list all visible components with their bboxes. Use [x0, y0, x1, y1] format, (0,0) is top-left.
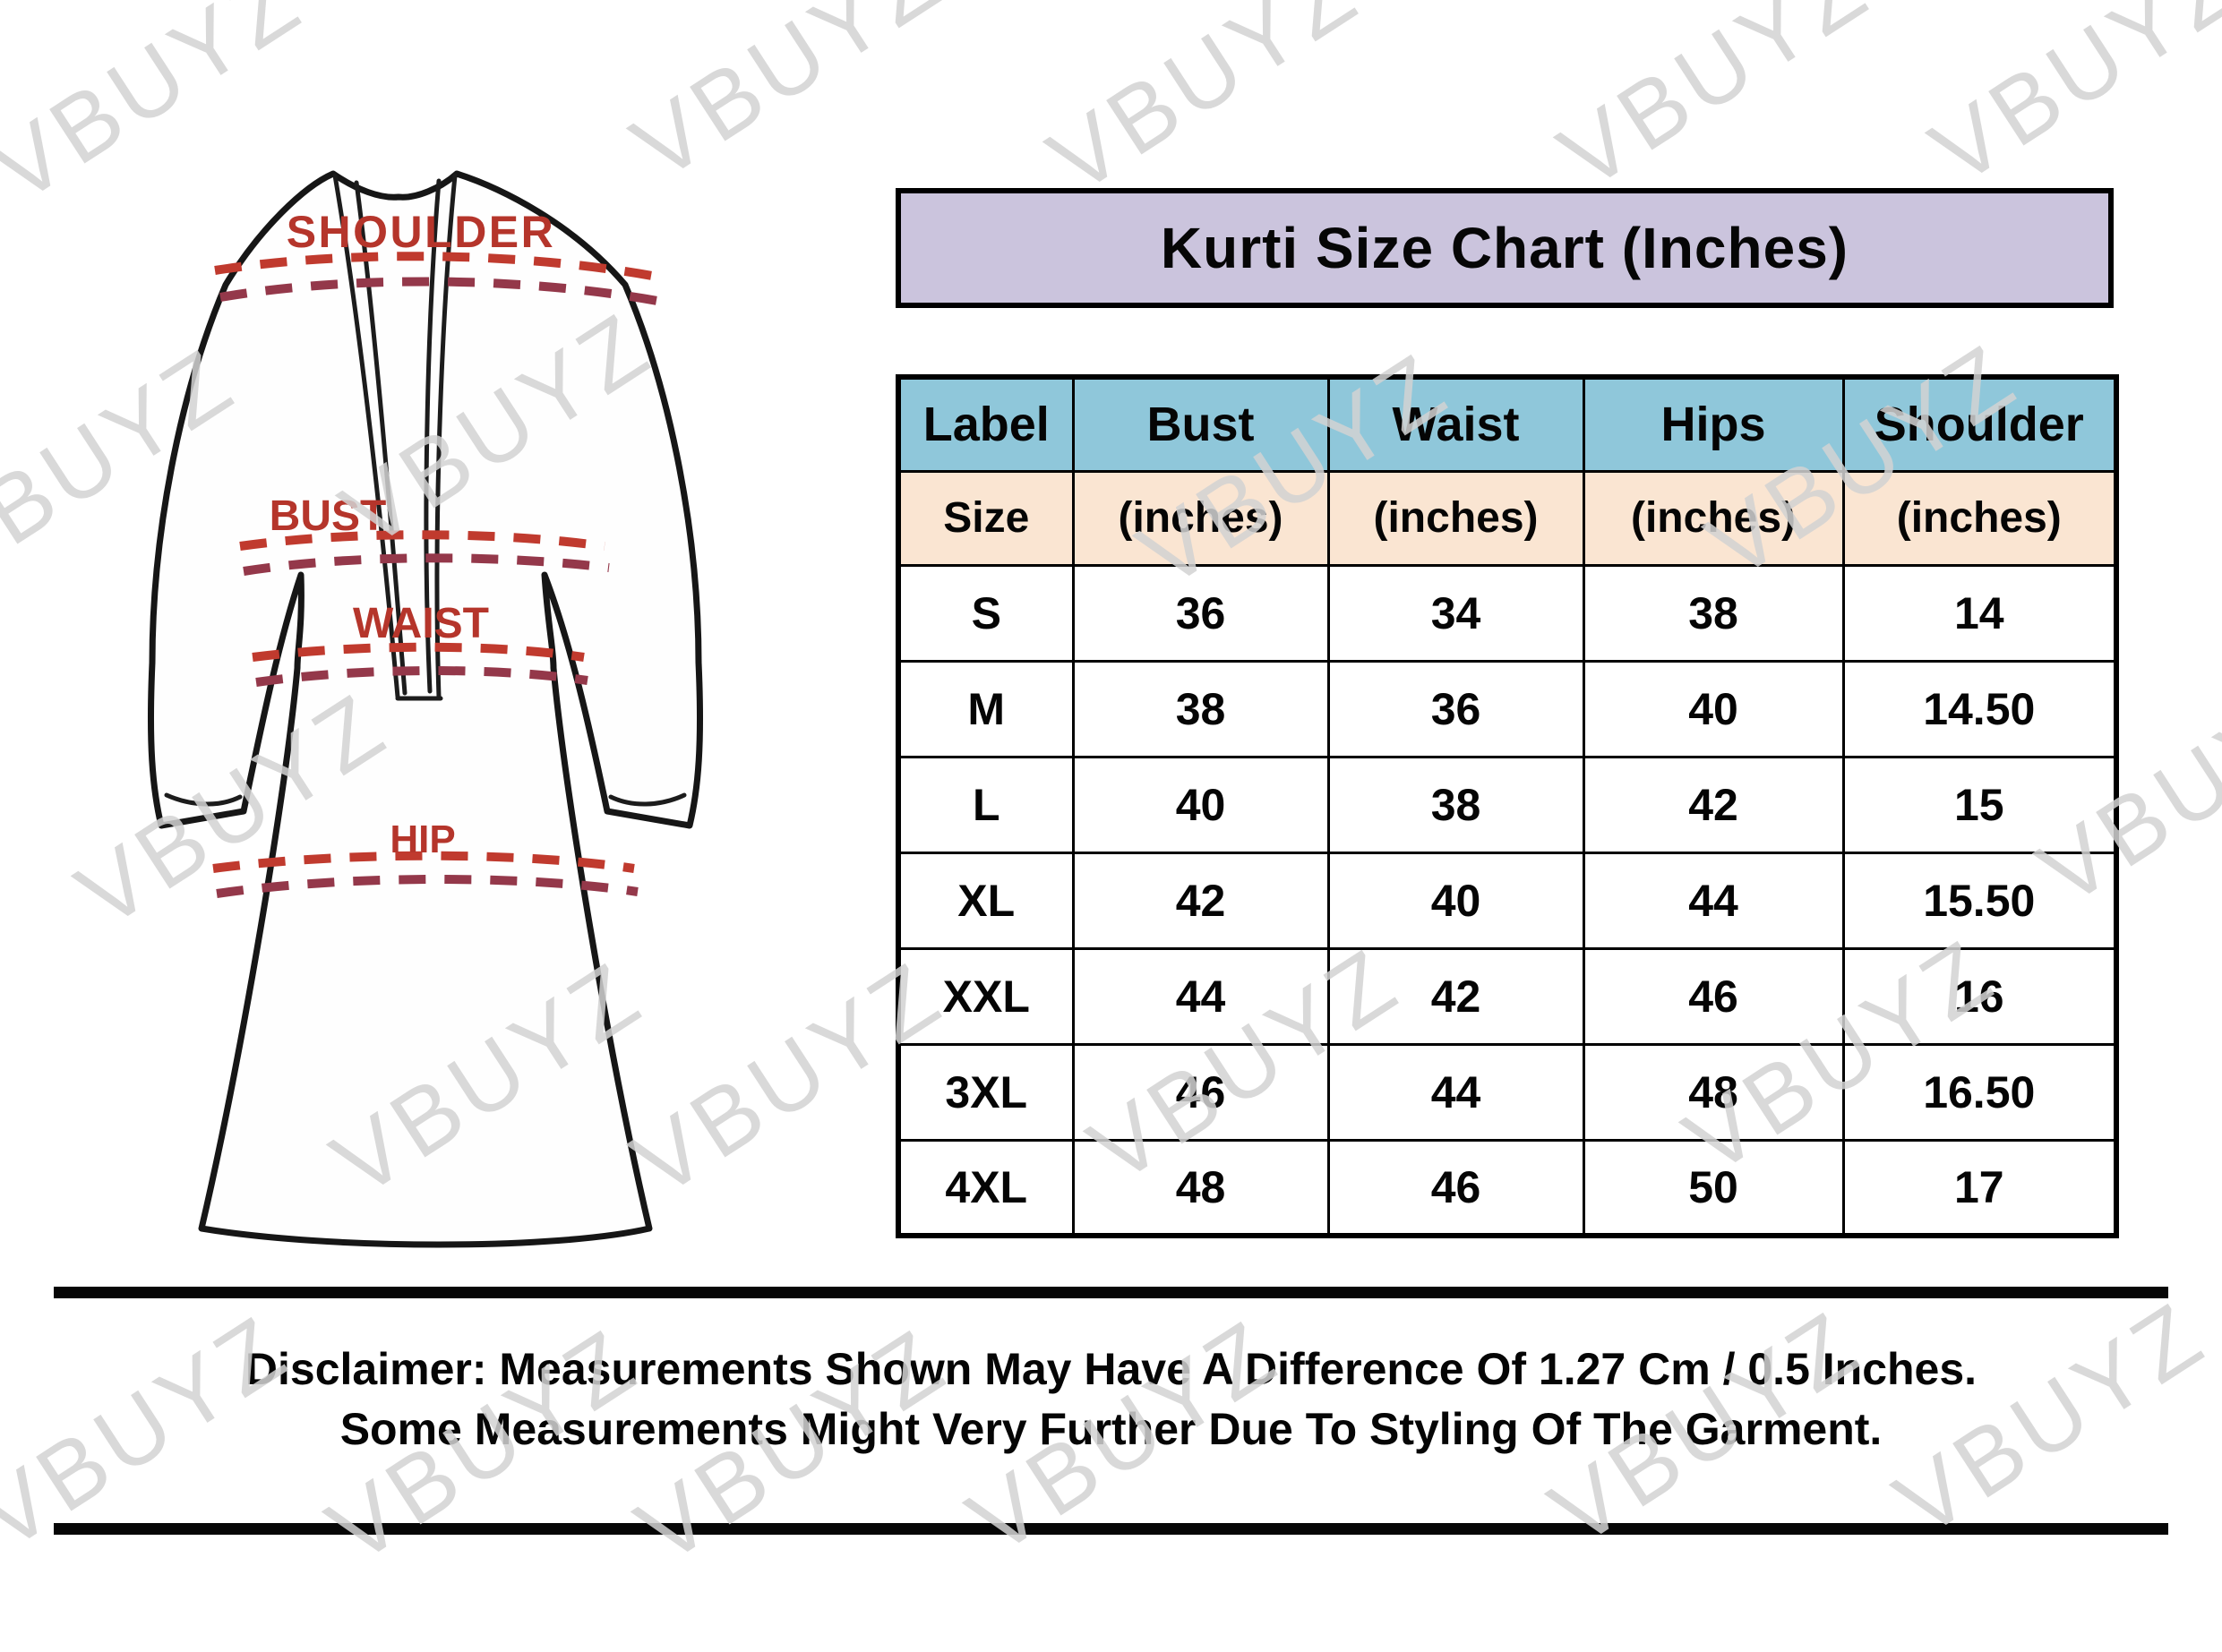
shoulder-label: SHOULDER	[287, 207, 556, 257]
table-row-s: S 36 34 38 14	[897, 563, 2118, 663]
cell-bust: 44	[1071, 946, 1330, 1046]
placket-left-outer	[332, 173, 400, 699]
hip-dash-line-2	[216, 875, 639, 898]
watermark-text: VBUYZ	[1913, 0, 2222, 205]
cell-waist: 36	[1326, 659, 1585, 758]
cell-bust: 36	[1071, 563, 1330, 663]
cell-hips: 40	[1582, 659, 1845, 758]
table-row-4xl: 4XL 48 46 50 17	[897, 1138, 2118, 1237]
waist-dash-line-2	[255, 666, 588, 687]
subheader-hips-units: (inches)	[1582, 469, 1845, 567]
placket-right-inner	[424, 178, 442, 694]
table-row-m: M 38 36 40 14.50	[897, 659, 2118, 758]
cell-size: S	[897, 563, 1075, 663]
cell-waist: 40	[1326, 851, 1585, 950]
cell-shoulder: 15.50	[1841, 851, 2118, 950]
table-row-l: L 40 38 42 15	[897, 755, 2118, 854]
cell-bust: 48	[1071, 1138, 1330, 1237]
subheader-waist-units: (inches)	[1326, 469, 1585, 567]
cell-hips: 48	[1582, 1042, 1845, 1142]
table-row-3xl: 3XL 46 44 48 16.50	[897, 1042, 2118, 1142]
watermark-text: VBUYZ	[1541, 0, 1889, 210]
cell-waist: 46	[1326, 1138, 1585, 1237]
cell-shoulder: 17	[1841, 1138, 2118, 1237]
cell-hips: 42	[1582, 755, 1845, 854]
cell-shoulder: 14	[1841, 563, 2118, 663]
kurti-line-drawing: SHOULDER BUST WAIST HIP	[147, 170, 704, 1248]
cell-shoulder: 16	[1841, 946, 2118, 1046]
cell-hips: 46	[1582, 946, 1845, 1046]
kurti-outline	[147, 170, 704, 1248]
bust-label: BUST	[270, 492, 387, 540]
shoulder-dash-line-2	[219, 277, 658, 305]
table-row-xxl: XXL 44 42 46 16	[897, 946, 2118, 1046]
cell-bust: 40	[1071, 755, 1330, 854]
cell-size: 3XL	[897, 1042, 1075, 1142]
size-table: Label Bust Waist Hips Shoulder Size (inc…	[896, 374, 2119, 1238]
subheader-shoulder-units: (inches)	[1841, 469, 2118, 567]
cell-size: XL	[897, 851, 1075, 950]
disclaimer-line-1: Disclaimer: Measurements Shown May Have …	[245, 1344, 1977, 1394]
disclaimer-line-2: Some Measurements Might Very Further Due…	[339, 1404, 1883, 1454]
cell-bust: 42	[1071, 851, 1330, 950]
placket-left-inner	[354, 180, 408, 696]
bust-dash-line-2	[243, 553, 610, 576]
cell-waist: 34	[1326, 563, 1585, 663]
cell-shoulder: 14.50	[1841, 659, 2118, 758]
col-header-waist: Waist	[1326, 375, 1585, 473]
cell-waist: 44	[1326, 1042, 1585, 1142]
divider-line-top	[54, 1287, 2168, 1298]
waist-dash-line-1	[252, 642, 585, 662]
cell-hips: 38	[1582, 563, 1845, 663]
cell-size: M	[897, 659, 1075, 758]
disclaimer: Disclaimer: Measurements Shown May Have …	[54, 1340, 2168, 1459]
subheader-size: Size	[897, 469, 1075, 567]
shoulder-dash-line-1	[214, 252, 653, 280]
chart-title: Kurti Size Chart (Inches)	[1160, 216, 1849, 280]
cell-shoulder: 16.50	[1841, 1042, 2118, 1142]
placket-right-outer	[434, 173, 458, 699]
left-cuff-line	[164, 792, 243, 807]
cell-size: XXL	[897, 946, 1075, 1046]
cell-hips: 44	[1582, 851, 1845, 950]
col-header-hips: Hips	[1582, 375, 1845, 473]
chart-title-bar: Kurti Size Chart (Inches)	[896, 188, 2114, 308]
cell-waist: 42	[1326, 946, 1585, 1046]
table-subheader-row: Size (inches) (inches) (inches) (inches)	[897, 469, 2118, 567]
divider-line-bottom	[54, 1523, 2168, 1535]
waist-label: WAIST	[353, 600, 489, 647]
col-header-label: Label	[897, 375, 1075, 473]
cell-hips: 50	[1582, 1138, 1845, 1237]
cell-bust: 46	[1071, 1042, 1330, 1142]
hip-dash-line-1	[212, 851, 635, 873]
cell-shoulder: 15	[1841, 755, 2118, 854]
col-header-shoulder: Shoulder	[1841, 375, 2118, 473]
cell-bust: 38	[1071, 659, 1330, 758]
col-header-bust: Bust	[1071, 375, 1330, 473]
cell-waist: 38	[1326, 755, 1585, 854]
table-row-xl: XL 42 40 44 15.50	[897, 851, 2118, 950]
watermark-text: VBUYZ	[1031, 0, 1378, 214]
table-header-row: Label Bust Waist Hips Shoulder	[897, 375, 2118, 473]
cell-size: 4XL	[897, 1138, 1075, 1237]
bust-dash-line-1	[239, 530, 605, 551]
hip-label: HIP	[390, 817, 455, 861]
cell-size: L	[897, 755, 1075, 854]
right-cuff-line	[608, 792, 687, 807]
subheader-bust-units: (inches)	[1071, 469, 1330, 567]
